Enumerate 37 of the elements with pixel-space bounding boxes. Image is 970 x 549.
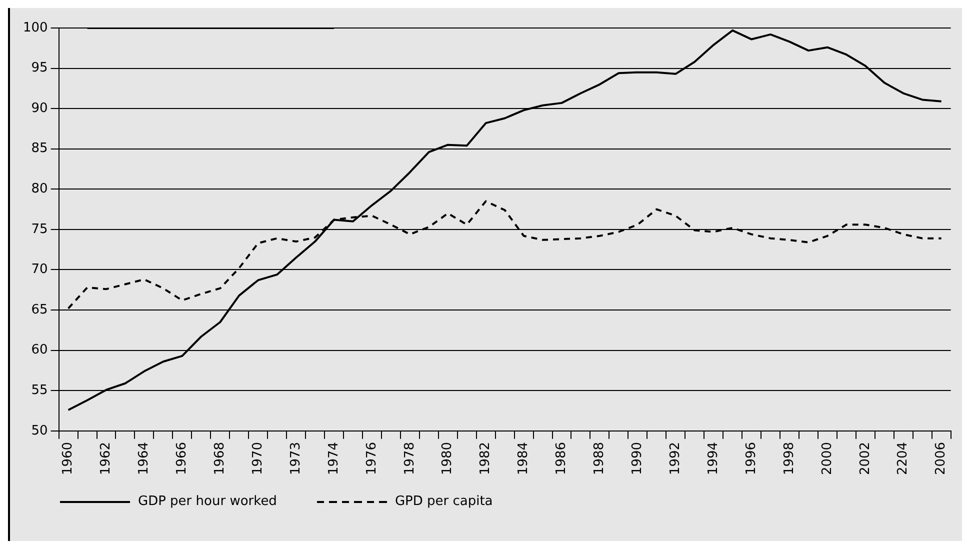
x-tick-label: 2000 <box>820 442 835 476</box>
x-tick-label: 1960 <box>60 442 76 476</box>
x-tick-label: 1986 <box>554 442 570 476</box>
y-tick-label: 50 <box>31 423 48 438</box>
x-tick-label: 1984 <box>516 442 532 476</box>
x-tick-label: 1980 <box>440 442 456 476</box>
x-tick-label: 1973 <box>288 442 304 476</box>
x-tick-label: 1990 <box>630 442 646 476</box>
y-tick-label: 75 <box>31 222 48 237</box>
y-tick-label: 60 <box>31 342 48 358</box>
x-tick-label: 1966 <box>174 442 190 476</box>
x-tick-label: 1988 <box>592 442 608 476</box>
y-tick-label: 100 <box>22 20 48 36</box>
y-tick-label: 55 <box>31 383 48 398</box>
y-tick-label: 90 <box>31 100 48 116</box>
legend-label: GPD per capita <box>394 494 493 509</box>
x-tick-label: 1992 <box>668 442 683 476</box>
x-tick-label: 2002 <box>858 442 873 476</box>
x-tick-label: 1994 <box>706 442 721 476</box>
x-tick-label: 2006 <box>934 442 949 476</box>
x-tick-label: 1964 <box>136 442 152 476</box>
x-tick-label: 1962 <box>98 442 114 476</box>
x-tick-label: 1968 <box>212 442 228 476</box>
x-tick-label: 1976 <box>364 442 380 476</box>
x-tick-label: 1996 <box>744 442 759 476</box>
y-tick-label: 95 <box>31 60 48 76</box>
y-tick-label: 70 <box>31 262 48 278</box>
y-tick-label: 80 <box>31 182 48 197</box>
legend-label: GDP per hour worked <box>138 494 277 509</box>
x-tick-label: 1970 <box>250 442 266 476</box>
x-tick-label: 1974 <box>326 442 342 476</box>
y-tick-label: 65 <box>31 302 48 318</box>
x-tick-label: 2204 <box>896 442 911 476</box>
x-tick-label: 1982 <box>478 442 494 476</box>
y-tick-label: 85 <box>31 141 48 156</box>
x-tick-label: 1978 <box>402 442 418 476</box>
x-tick-label: 1998 <box>782 442 797 476</box>
